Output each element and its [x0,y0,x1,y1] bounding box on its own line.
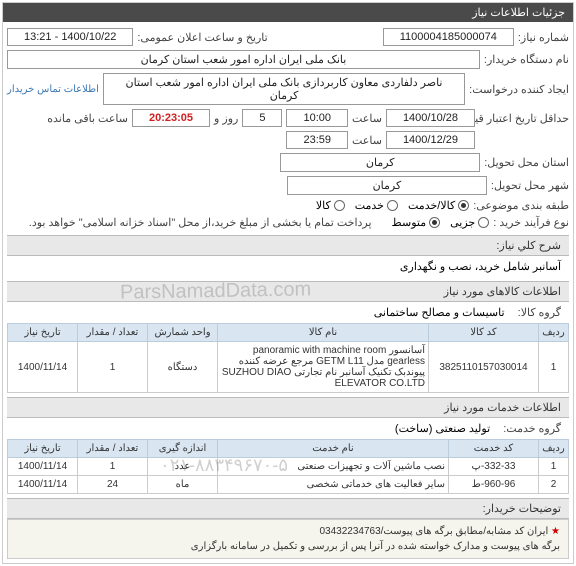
time1-value: 10:00 [286,109,348,127]
services-group: تولید صنعتی (ساخت) [395,423,490,435]
cat-service[interactable]: خدمت [355,199,398,212]
goods-col-1: کد کالا [429,324,539,342]
category-label: طبقه بندی موضوعی: [473,199,569,212]
cat-goods[interactable]: کالا [316,199,345,212]
deadline-label: حداقل تاریخ اعتبار قیمت/پیشنهاد تاریخ: [479,112,569,125]
main-panel: جزئیات اطلاعات نیاز شماره نیاز: 11000041… [2,2,574,564]
notes-box: ★ ایران کد مشابه/مطابق برگه های پیوست/03… [7,519,569,559]
goods-col-5: تاریخ نیاز [8,324,78,342]
time2-label: ساعت [352,134,382,147]
radio-icon [429,217,440,228]
buyer-name-value: بانک ملی ایران اداره امور شعب استان کرما… [7,50,480,69]
goods-table: ردیف کد کالا نام کالا واحد شمارش تعداد /… [7,323,569,393]
process-label: نوع فرآیند خرید : [493,216,569,229]
main-title-text: آسانبر شامل خرید، نصب و نگهداری [7,256,569,277]
goods-col-2: نام کالا [218,324,429,342]
time2-value: 23:59 [286,131,348,149]
date2-value: 1400/12/29 [386,131,475,149]
svc-col-2: نام خدمت [218,440,449,458]
table-row: 1 332-33-پ نصب ماشین آلات و تجهیزات صنعت… [8,458,569,476]
note-line2: برگه های پیوست و مدارک خواسته شده در آنر… [191,541,560,552]
table-row: 1 3825110157030014 آسانسور panoramic wit… [8,342,569,393]
goods-col-0: ردیف [539,324,569,342]
svc-col-5: تاریخ نیاز [8,440,78,458]
proc-partial[interactable]: جزیی [450,216,489,229]
services-group-label: گروه خدمت: [503,423,561,435]
public-date-value: 1400/10/22 - 13:21 [7,28,133,46]
requester-label: ایجاد کننده درخواست: [469,83,569,96]
contact-link[interactable]: اطلاعات تماس خریدار [7,84,99,95]
goods-group-label: گروه کالا: [518,307,561,319]
cat-goods-service[interactable]: کالا/خدمت [408,199,469,212]
star-icon: ★ [551,526,560,537]
goods-group: تاسیسات و مصالح ساختمانی [374,307,505,319]
note-bullet: ایران کد مشابه/مطابق برگه های پیوست/0343… [319,526,548,537]
remaining-label: ساعت باقی مانده [47,112,128,125]
process-note: پرداخت تمام یا بخشی از مبلغ خرید،از محل … [29,216,372,229]
main-title-header: شرح کلي نیاز: [7,235,569,256]
proc-medium[interactable]: متوسط [392,216,441,229]
svc-col-0: ردیف [539,440,569,458]
time-urgent: 20:23:05 [132,109,210,127]
svc-col-3: اندازه گیری [148,440,218,458]
table-row: 2 960-96-ط سایر فعالیت های خدماتی شخصی م… [8,476,569,494]
radio-icon [334,200,345,211]
buyer-name-label: نام دستگاه خریدار: [484,53,569,66]
radio-icon [458,200,469,211]
goods-header: اطلاعات کالاهای مورد نیاز [7,281,569,302]
province-value: کرمان [280,153,480,172]
number-label: شماره نیاز: [518,31,569,44]
services-header: اطلاعات خدمات مورد نیاز [7,397,569,418]
services-table: ردیف کد خدمت نام خدمت اندازه گیری تعداد … [7,439,569,494]
city-value: کرمان [287,176,487,195]
province-label: استان محل تحویل: [484,156,569,169]
date1-value: 1400/10/28 [386,109,475,127]
radio-icon [387,200,398,211]
days-value: 5 [242,109,282,127]
city-label: شهر محل تحویل: [491,179,569,192]
goods-col-3: واحد شمارش [148,324,218,342]
requester-value: ناصر دلفاردی معاون کاربردازی بانک ملی ای… [103,73,465,105]
number-value: 1100004185000074 [383,28,514,46]
public-date-label: تاریخ و ساعت اعلان عمومی: [137,31,267,44]
goods-col-4: تعداد / مقدار [78,324,148,342]
radio-icon [478,217,489,228]
svc-col-1: کد خدمت [449,440,539,458]
days-label: روز و [214,112,238,125]
svc-col-4: تعداد / مقدار [78,440,148,458]
panel-title: جزئیات اطلاعات نیاز [3,3,573,22]
time1-label: ساعت [352,112,382,125]
notes-header: توضیحات خریدار: [7,498,569,519]
